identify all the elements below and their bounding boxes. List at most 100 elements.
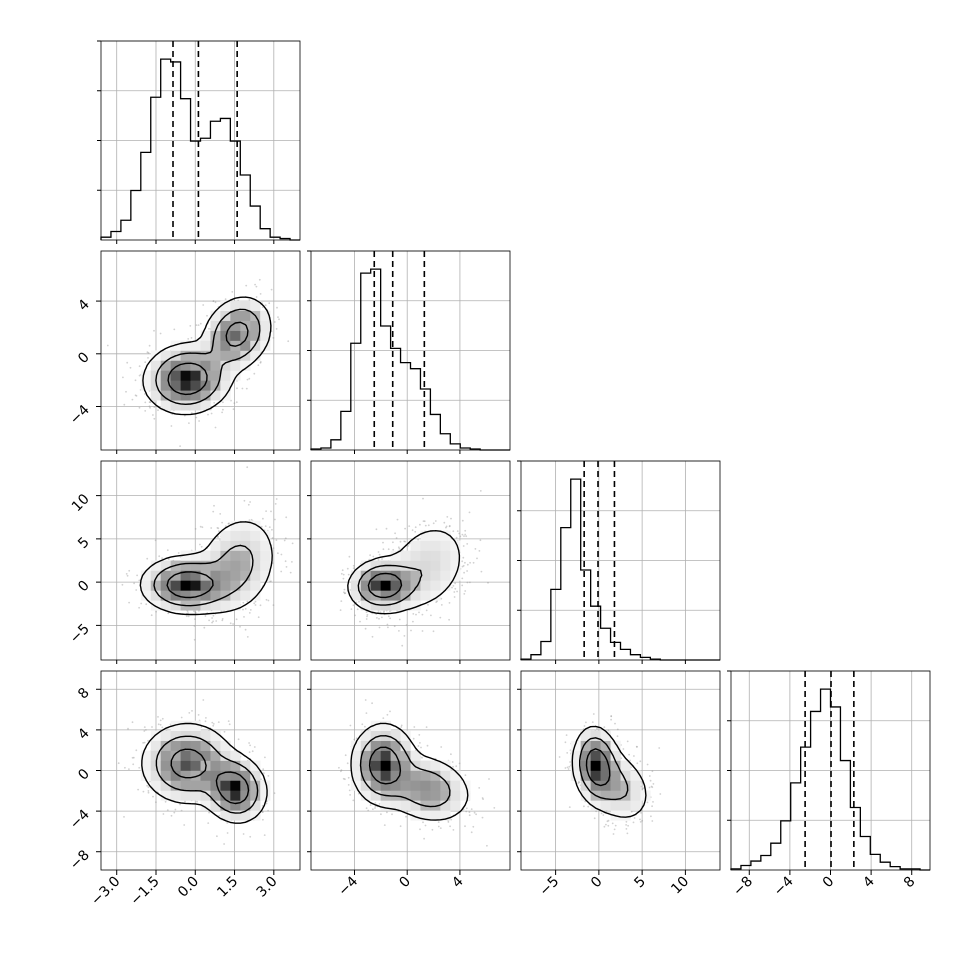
density-cell	[150, 740, 161, 751]
scatter-point	[407, 545, 409, 547]
density-cell	[210, 540, 221, 551]
scatter-point	[272, 604, 275, 606]
scatter-point	[194, 618, 196, 620]
scatter-point	[261, 810, 264, 813]
density-cell	[250, 590, 261, 601]
scatter-point	[275, 498, 278, 500]
contour-line	[155, 308, 261, 405]
scatter-point	[253, 602, 256, 605]
scatter-point	[448, 525, 451, 527]
scatter-point	[161, 726, 164, 729]
scatter-point	[398, 547, 401, 550]
density-cell	[240, 760, 251, 771]
density-cell	[160, 380, 171, 391]
scatter-point	[285, 516, 288, 519]
scatter-point	[453, 591, 456, 593]
scatter-point	[128, 601, 131, 604]
scatter-point	[482, 798, 484, 800]
density-cell	[160, 600, 171, 611]
density-cell	[260, 560, 271, 571]
scatter-point	[147, 790, 150, 792]
density-cell	[360, 590, 371, 601]
scatter-point	[231, 291, 234, 293]
scatter-point	[404, 540, 407, 543]
scatter-point	[219, 513, 222, 515]
density-cell	[170, 580, 181, 591]
density-cell	[210, 600, 221, 611]
density-cell	[400, 560, 411, 571]
density-cell	[250, 780, 261, 791]
density-cell	[170, 730, 181, 741]
density-panel-x0-x1	[100, 250, 301, 451]
scatter-point	[197, 714, 200, 716]
scatter-point	[142, 742, 145, 744]
density-cell	[150, 770, 161, 781]
scatter-point	[461, 565, 464, 568]
density-cell	[200, 600, 211, 611]
density-cell	[250, 330, 261, 341]
scatter-point	[408, 525, 411, 527]
scatter-point	[224, 298, 227, 301]
scatter-point	[289, 571, 292, 574]
scatter-point	[187, 338, 190, 340]
density-cell	[200, 390, 211, 401]
scatter-point	[245, 387, 248, 390]
scatter-point	[185, 615, 188, 618]
density-cell	[230, 360, 241, 371]
density-cell	[380, 590, 391, 601]
density-cell	[140, 380, 152, 391]
scatter-point	[465, 535, 468, 538]
density-cell	[220, 750, 231, 761]
scatter-point	[170, 425, 173, 427]
scatter-point	[155, 610, 158, 613]
scatter-point	[129, 366, 132, 369]
scatter-point	[439, 616, 442, 619]
scatter-point	[268, 526, 271, 528]
scatter-point	[248, 612, 251, 614]
density-cell	[220, 370, 231, 381]
density-cell	[200, 730, 211, 741]
scatter-point	[425, 609, 428, 612]
density-cell	[440, 540, 451, 551]
scatter-point	[387, 615, 390, 618]
scatter-point	[269, 580, 271, 583]
density-cell	[170, 380, 181, 391]
scatter-point	[270, 510, 272, 513]
density-cell	[440, 560, 451, 571]
scatter-point	[199, 525, 202, 528]
scatter-point	[189, 325, 192, 327]
scatter-point	[158, 555, 161, 558]
scatter-point	[135, 589, 138, 591]
scatter-point	[349, 589, 352, 591]
histogram-panel-x2	[517, 460, 721, 661]
scatter-point	[152, 795, 154, 798]
scatter-point	[352, 564, 355, 567]
scatter-point	[235, 401, 238, 404]
scatter-point	[427, 524, 430, 527]
scatter-point	[255, 285, 258, 288]
density-cell	[190, 380, 201, 391]
scatter-point	[493, 807, 496, 809]
density-cell	[180, 740, 191, 751]
scatter-point	[152, 414, 154, 416]
density-panel-x1-x3	[310, 670, 511, 871]
scatter-point	[227, 522, 230, 525]
density-cell	[190, 790, 201, 801]
scatter-point	[364, 627, 367, 630]
scatter-point	[217, 536, 219, 538]
scatter-point	[462, 556, 465, 559]
density-cell	[200, 750, 211, 761]
scatter-point	[138, 766, 141, 769]
density-cell	[220, 570, 231, 581]
scatter-point	[270, 580, 272, 583]
density-cell	[260, 330, 271, 341]
scatter-point	[342, 577, 345, 580]
scatter-point	[117, 762, 120, 765]
scatter-point	[144, 361, 147, 364]
scatter-point	[212, 724, 215, 727]
density-cell	[180, 340, 191, 351]
density-cell	[230, 590, 241, 601]
scatter-point	[188, 422, 190, 424]
scatter-point	[419, 742, 421, 744]
